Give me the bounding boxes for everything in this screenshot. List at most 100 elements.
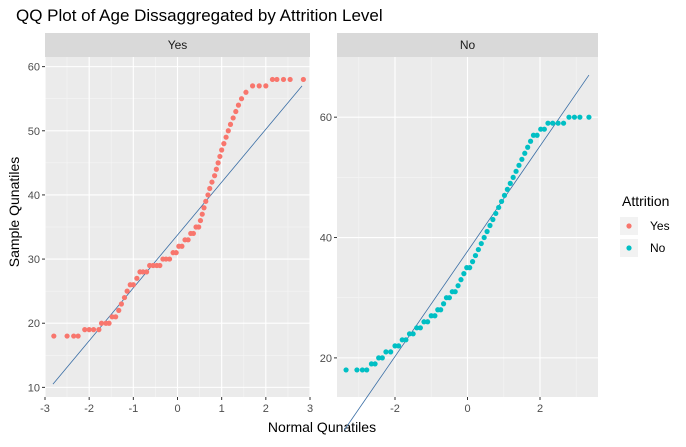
data-point [269, 76, 276, 83]
x-tick-label: -1 [128, 403, 138, 415]
data-point [475, 246, 481, 253]
data-point [522, 150, 528, 156]
data-point [190, 230, 196, 237]
legend-title: Attrition [622, 193, 669, 209]
data-point [213, 166, 219, 172]
facet-strip [45, 33, 310, 57]
data-point [98, 320, 105, 326]
data-point [452, 289, 458, 295]
panels-layer: Yes -3 -2 -1 0 1 2 3 10 20 30 40 50 60 No -2 0 2 20 40 60 [28, 33, 598, 431]
data-point [534, 132, 540, 138]
data-point [249, 83, 256, 89]
data-point [75, 333, 81, 339]
data-point [372, 361, 378, 367]
y-tick-label: 60 [320, 112, 332, 124]
legend-marker-yes [626, 223, 632, 229]
data-point [376, 355, 382, 361]
data-point [467, 265, 473, 271]
x-axis-title: Normal Qunatiles [268, 419, 376, 435]
data-point [550, 120, 556, 126]
data-point [71, 333, 77, 339]
data-point [51, 333, 57, 339]
y-tick-label: 30 [28, 254, 40, 266]
data-point [86, 327, 92, 333]
data-point [235, 102, 242, 108]
data-point [399, 337, 405, 343]
data-point [481, 234, 487, 241]
data-point [455, 283, 461, 289]
data-point [527, 138, 534, 144]
legend-marker-no [626, 245, 632, 251]
data-point [203, 198, 209, 204]
y-tick-label: 40 [28, 190, 40, 202]
data-point [134, 275, 140, 281]
data-point [438, 307, 444, 313]
data-point [223, 134, 229, 140]
data-point [440, 301, 447, 307]
data-point [256, 83, 262, 89]
x-tick-label: -2 [84, 403, 94, 415]
data-point [392, 343, 398, 349]
data-point [396, 343, 402, 349]
data-point [300, 76, 306, 83]
data-point [233, 108, 239, 115]
data-point [484, 228, 490, 235]
data-point [209, 179, 215, 185]
data-point [359, 367, 365, 373]
data-point [410, 331, 416, 337]
data-point [212, 173, 218, 179]
data-point [428, 313, 434, 319]
data-point [96, 327, 102, 333]
x-tick-label: 3 [307, 403, 313, 415]
data-point [201, 205, 207, 211]
y-tick-label: 20 [320, 353, 332, 365]
data-point [403, 337, 409, 343]
data-point [519, 156, 525, 162]
data-point [274, 76, 280, 83]
data-point [545, 120, 551, 126]
data-point [227, 121, 234, 127]
data-point [157, 262, 163, 269]
data-point [507, 180, 513, 186]
data-point [493, 210, 499, 217]
x-tick-label: 0 [464, 403, 470, 415]
data-point [173, 250, 179, 256]
data-point [458, 277, 464, 283]
data-point [280, 76, 287, 83]
x-tick-label: 2 [263, 403, 269, 415]
data-point [425, 319, 431, 325]
x-tick-label: 2 [537, 403, 543, 415]
x-tick-label: 0 [174, 403, 180, 415]
y-tick-label: 60 [28, 62, 40, 74]
data-point [343, 367, 349, 373]
x-tick-label: -3 [40, 403, 50, 415]
data-point [472, 252, 479, 259]
data-point [414, 325, 420, 331]
legend-label-yes: Yes [650, 219, 670, 233]
data-point [516, 162, 522, 168]
data-point [196, 224, 202, 230]
data-point [166, 256, 173, 262]
data-point [504, 186, 510, 192]
legend-label-no: No [650, 241, 666, 255]
y-tick-label: 10 [28, 382, 40, 394]
data-point [417, 325, 423, 331]
data-point [487, 222, 493, 229]
data-point [179, 243, 185, 249]
data-point [538, 126, 544, 132]
data-point [525, 144, 531, 150]
data-point [185, 237, 191, 243]
data-point [116, 307, 122, 313]
data-point [510, 174, 516, 180]
data-point [501, 192, 508, 199]
legend: Attrition Yes No [620, 193, 670, 257]
data-point [513, 168, 519, 174]
data-point [354, 367, 360, 373]
data-point [555, 120, 561, 126]
x-tick-label: 1 [219, 403, 225, 415]
data-point [383, 349, 389, 355]
data-point [219, 147, 225, 153]
data-point [461, 271, 467, 277]
